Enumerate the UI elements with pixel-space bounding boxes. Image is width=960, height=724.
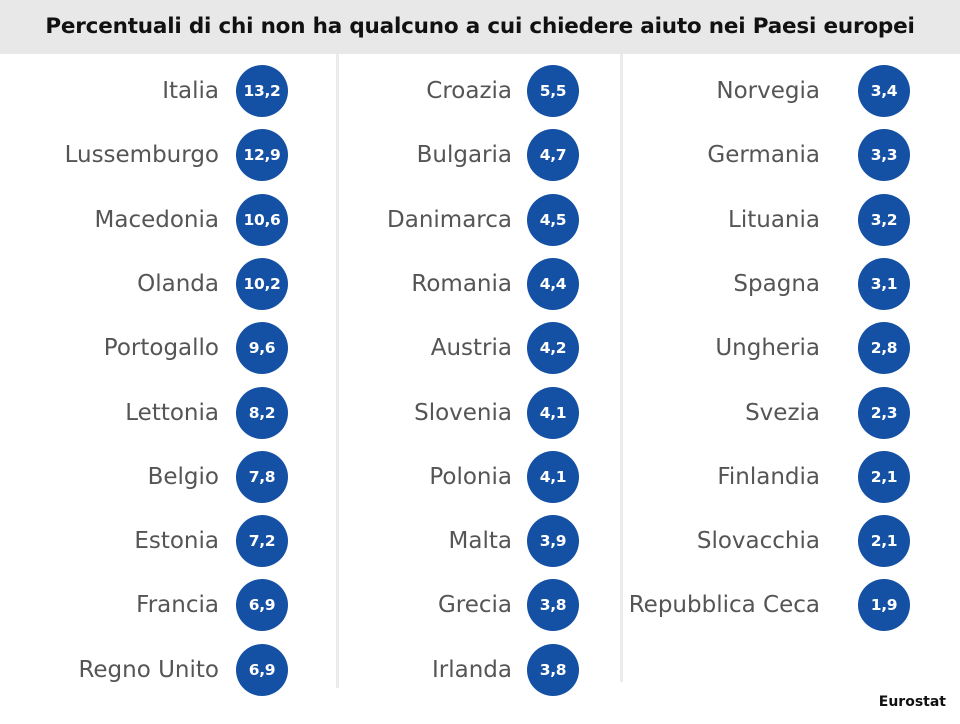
value-badge: 8,2 [236,387,288,439]
country-label: Estonia [134,528,219,554]
value-badge: 4,4 [527,258,579,310]
value-badge: 7,2 [236,515,288,567]
value-badge: 4,7 [527,129,579,181]
country-label: Svezia [745,400,820,426]
value-badge: 9,6 [236,322,288,374]
country-label: Polonia [429,464,512,490]
value-badge: 5,5 [527,65,579,117]
country-label: Ungheria [715,335,820,361]
value-badge: 3,9 [527,515,579,567]
value-badge: 10,6 [236,194,288,246]
page-title: Percentuali di chi non ha qualcuno a cui… [45,14,915,39]
value-badge: 3,8 [527,644,579,696]
value-badge: 3,8 [527,579,579,631]
column-divider-2 [620,54,623,682]
value-badge: 3,3 [858,129,910,181]
country-label: Belgio [147,464,219,490]
country-label: Finlandia [717,464,820,490]
country-label: Malta [448,528,512,554]
country-label: Italia [162,78,219,104]
value-badge: 6,9 [236,579,288,631]
value-badge: 2,3 [858,387,910,439]
country-label: Slovenia [414,400,512,426]
value-badge: 2,1 [858,451,910,503]
country-label: Lettonia [125,400,219,426]
country-label: Grecia [437,592,512,618]
value-badge: 2,8 [858,322,910,374]
source-label: Eurostat [878,694,946,710]
country-label: Norvegia [716,78,820,104]
value-badge: 3,2 [858,194,910,246]
country-label: Lituania [728,207,820,233]
country-label: Macedonia [94,207,219,233]
value-badge: 4,1 [527,387,579,439]
country-label: Lussemburgo [64,142,219,168]
value-badge: 4,1 [527,451,579,503]
country-label: Regno Unito [78,657,219,683]
value-badge: 1,9 [858,579,910,631]
country-label: Irlanda [432,657,512,683]
value-badge: 4,5 [527,194,579,246]
value-badge: 10,2 [236,258,288,310]
country-label: Croazia [426,78,512,104]
country-label: Spagna [733,271,820,297]
country-label: Germania [707,142,820,168]
value-badge: 6,9 [236,644,288,696]
country-label: Romania [411,271,512,297]
country-label: Repubblica Ceca [628,592,820,618]
country-label: Slovacchia [696,528,820,554]
value-badge: 4,2 [527,322,579,374]
value-badge: 12,9 [236,129,288,181]
column-divider-1 [336,54,339,688]
value-badge: 3,4 [858,65,910,117]
country-label: Portogallo [103,335,219,361]
country-label: Bulgaria [416,142,512,168]
value-badge: 13,2 [236,65,288,117]
country-label: Danimarca [387,207,512,233]
value-badge: 3,1 [858,258,910,310]
title-bar [0,0,960,54]
country-label: Austria [430,335,512,361]
country-label: Olanda [137,271,219,297]
value-badge: 2,1 [858,515,910,567]
value-badge: 7,8 [236,451,288,503]
country-label: Francia [136,592,219,618]
